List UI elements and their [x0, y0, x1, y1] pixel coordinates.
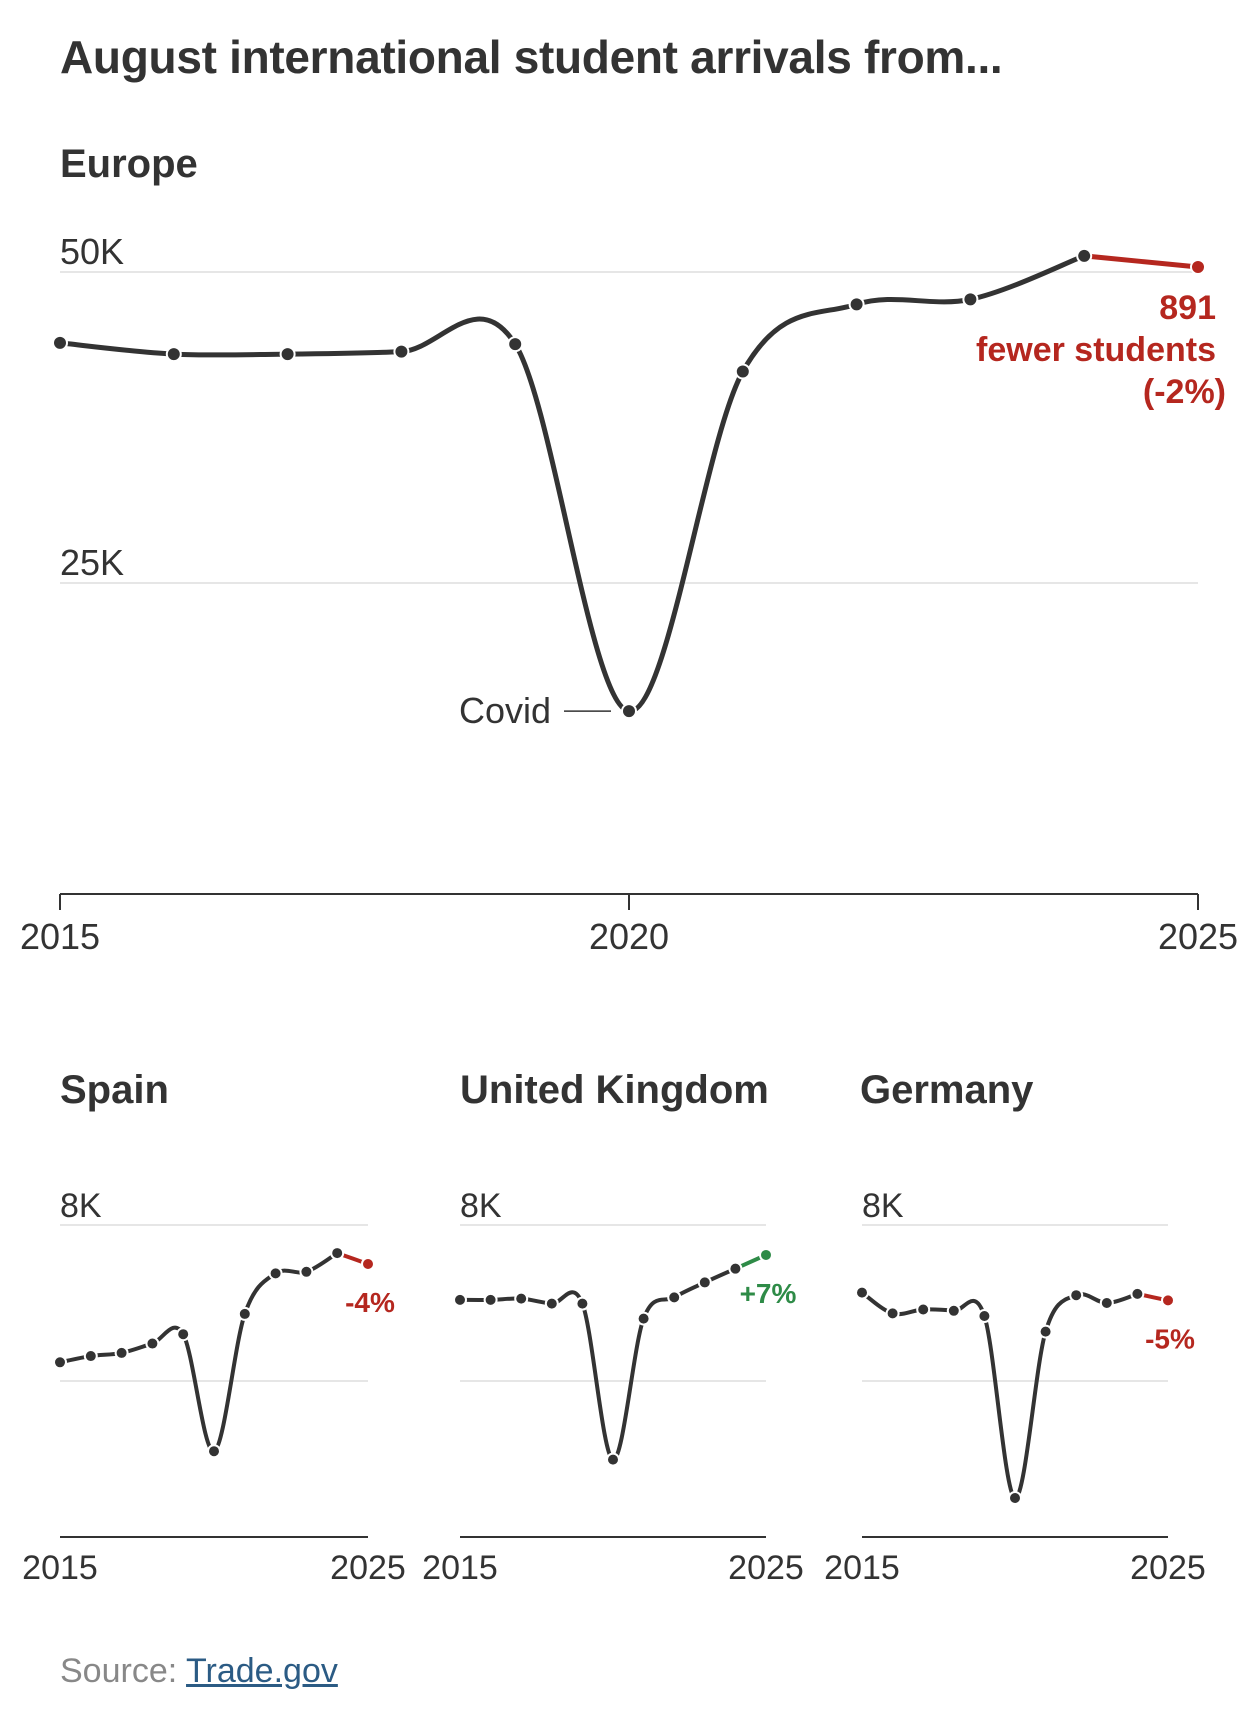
united-kingdom-point-2015	[453, 1292, 467, 1307]
spain-point-2015	[53, 1355, 67, 1370]
europe-change-label: fewer students	[976, 331, 1216, 369]
europe-point-2015	[52, 334, 68, 351]
chart-europe: 50K 25K 2015 2020 2025 891 fewer students (-2%)…	[20, 231, 1238, 957]
germany-point-2019	[977, 1309, 992, 1323]
germany-point-2021	[1038, 1324, 1053, 1339]
europe-point-2021	[734, 363, 751, 380]
spain-y-tick-label: 8K	[60, 1187, 102, 1225]
europe-x-tick-label: 2020	[589, 916, 669, 957]
europe-point-2017	[279, 346, 296, 363]
united-kingdom-point-2022	[667, 1290, 682, 1305]
united-kingdom-point-2016	[483, 1292, 498, 1307]
panel-title-germany: Germany	[860, 1068, 1034, 1112]
panel-title-europe: Europe	[60, 142, 198, 186]
spain-point-2025	[361, 1257, 375, 1271]
united-kingdom-point-2024	[728, 1261, 743, 1276]
europe-point-2025	[1190, 259, 1206, 276]
europe-change-segment	[1081, 253, 1201, 270]
united-kingdom-point-2018	[544, 1296, 559, 1311]
europe-x-tick-label: 2025	[1158, 916, 1238, 957]
spain-point-2023	[299, 1264, 314, 1279]
germany-point-2023	[1099, 1296, 1114, 1310]
germany-point-2018	[946, 1303, 961, 1318]
europe-x-tick-label: 2015	[20, 916, 100, 957]
europe-y-tick-label: 50K	[60, 231, 124, 272]
germany-point-2022	[1069, 1288, 1084, 1303]
united-kingdom-point-2025	[759, 1247, 773, 1262]
panel-title-united-kingdom: United Kingdom	[460, 1068, 769, 1112]
germany-y-tick-label: 8K	[862, 1187, 904, 1225]
source-link[interactable]: Trade.gov	[186, 1652, 338, 1690]
germany-point-2015	[855, 1285, 869, 1300]
europe-series-line	[57, 253, 1087, 714]
spain-point-2024	[330, 1246, 345, 1261]
germany-series-line	[860, 1290, 1140, 1501]
spain-point-2021	[237, 1306, 252, 1321]
europe-point-2016	[165, 346, 182, 363]
chart-spain-group: 8K 2015 2025 -4%	[22, 1187, 406, 1587]
source-label: Source:	[60, 1652, 178, 1690]
germany-x-tick-label: 2015	[824, 1549, 900, 1587]
spain-point-2020	[207, 1444, 221, 1459]
united-kingdom-x-tick-label: 2025	[728, 1549, 804, 1587]
chart-united-kingdom-group: 8K 2015 2025 +7%	[422, 1187, 804, 1587]
germany-point-2017	[916, 1302, 931, 1317]
chart-europe-group: 50K 25K 2015 2020 2025 891 fewer students (-2%)…	[20, 231, 1238, 957]
europe-y-tick-label: 25K	[60, 542, 124, 583]
chart-title: August international student arrivals fr…	[60, 31, 1003, 83]
europe-point-2023	[962, 291, 979, 308]
spain-point-2016	[83, 1349, 98, 1364]
europe-change-label: (-2%)	[1143, 373, 1226, 411]
united-kingdom-series-line	[458, 1266, 738, 1462]
united-kingdom-y-tick-label: 8K	[460, 1187, 502, 1225]
spain-point-2019	[176, 1327, 191, 1342]
spain-point-2022	[268, 1266, 283, 1281]
spain-point-2018	[145, 1336, 160, 1351]
spain-point-2017	[114, 1345, 129, 1360]
united-kingdom-point-2017	[514, 1291, 529, 1306]
source-note: Source: Trade.gov	[60, 1652, 338, 1691]
chart-germany-group: 8K 2015 2025 -5%	[824, 1187, 1206, 1587]
united-kingdom-change-label: +7%	[740, 1278, 797, 1309]
panel-title-spain: Spain	[60, 1068, 169, 1112]
europe-point-2018	[393, 343, 410, 360]
spain-x-tick-label: 2025	[330, 1549, 406, 1587]
spain-x-tick-label: 2015	[22, 1549, 98, 1587]
germany-point-2020	[1008, 1491, 1022, 1505]
united-kingdom-point-2023	[697, 1275, 712, 1290]
germany-x-tick-label: 2025	[1130, 1549, 1206, 1587]
europe-point-2024	[1076, 247, 1093, 264]
germany-point-2025	[1161, 1293, 1175, 1308]
germany-point-2016	[885, 1306, 900, 1321]
germany-change-label: -5%	[1145, 1323, 1195, 1354]
chart-small-multiples: 8K 2015 2025 -4% 8K 2015 2025 +7% 8K 2015 2025 -5%	[22, 1187, 1206, 1587]
europe-change-label: 891	[1159, 289, 1216, 327]
united-kingdom-point-2021	[636, 1311, 651, 1326]
united-kingdom-point-2019	[575, 1296, 590, 1311]
europe-point-2022	[848, 296, 865, 313]
spain-series-line	[58, 1251, 340, 1454]
spain-change-label: -4%	[345, 1287, 395, 1318]
europe-annotation: Covid	[459, 690, 551, 731]
united-kingdom-x-tick-label: 2015	[422, 1549, 498, 1587]
united-kingdom-point-2020	[606, 1452, 620, 1467]
germany-point-2024	[1130, 1286, 1145, 1301]
europe-point-2020	[621, 703, 637, 720]
europe-point-2019	[507, 336, 524, 353]
